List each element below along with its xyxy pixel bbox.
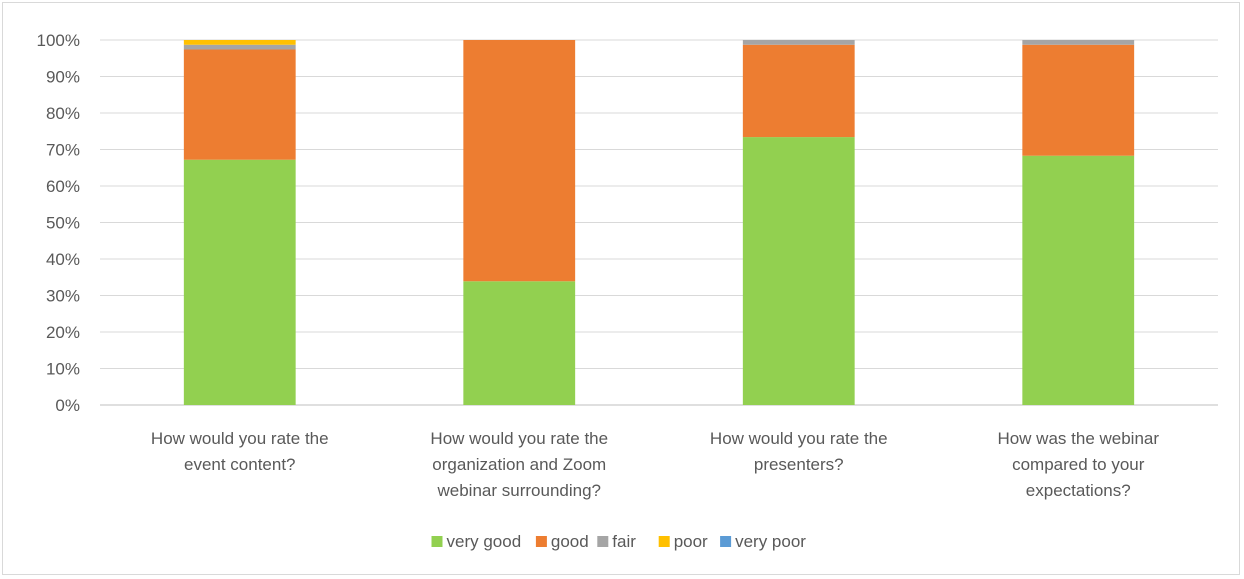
x-category-label: How would you rate the organization and Z… [430,429,608,500]
legend-label: very good [447,532,522,551]
bars [183,40,1135,405]
x-category-label-line: How would you rate the [151,429,329,448]
y-tick-label: 40% [46,250,80,269]
y-tick-label: 80% [46,104,80,123]
x-category-label-line: organization and Zoom [432,455,606,474]
y-tick-label: 30% [46,287,80,306]
legend-label: fair [612,532,636,551]
bar-segment-good [1022,44,1135,156]
bar-segment-poor [183,40,296,45]
x-category-label: How was the webinar compared to your expec… [997,429,1159,500]
bar-segment-good [742,44,855,138]
y-tick-label: 90% [46,68,80,87]
y-tick-label: 60% [46,177,80,196]
legend-swatch [720,536,732,547]
y-tick-label: 100% [37,31,80,50]
legend-swatch [597,536,609,547]
bar-segment-good [463,40,576,282]
x-axis-category-labels: How would you rate the event content?How … [151,429,1159,500]
bar-segment-fair [183,44,296,50]
x-category-label-line: webinar surrounding? [437,481,602,500]
y-tick-label: 20% [46,323,80,342]
y-tick-label: 50% [46,214,80,233]
legend-swatch [658,536,670,547]
bar-segment-very-good [463,281,576,405]
legend-label: very poor [735,532,806,551]
x-category-label: How would you rate the event content? [151,429,329,474]
bar-segment-fair [742,40,855,45]
bar-segment-very-good [183,159,296,405]
x-category-label-line: presenters? [754,455,844,474]
x-category-label: How would you rate the presenters? [710,429,888,474]
x-category-label-line: How would you rate the [710,429,888,448]
legend-swatch [535,536,547,547]
bar-segment-good [183,49,296,160]
bar-segment-very-good [742,137,855,405]
legend-label: good [551,532,589,551]
bar-segment-fair [1022,40,1135,45]
x-category-label-line: How was the webinar [997,429,1159,448]
legend-label: poor [674,532,708,551]
y-tick-label: 70% [46,141,80,160]
legend: very good good fair poor very poor [431,532,806,551]
x-category-label-line: event content? [184,455,296,474]
legend-swatch [431,536,443,547]
y-tick-label: 10% [46,360,80,379]
x-category-label-line: expectations? [1026,481,1131,500]
x-category-label-line: compared to your [1012,455,1145,474]
x-category-label-line: How would you rate the [430,429,608,448]
y-tick-label: 0% [55,396,80,415]
bar-segment-very-good [1022,155,1135,405]
y-axis-tick-labels: 0% 10% 20% 30% 40% 50% 60% 70% 80% 90% 100% [37,31,80,415]
